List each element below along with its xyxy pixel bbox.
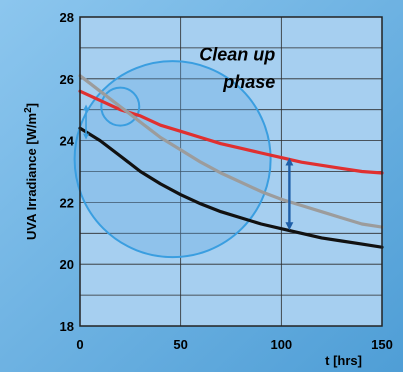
y-axis-label: UVA Irradiance [W/m2] [23, 103, 39, 240]
x-tick-label: 50 [173, 337, 187, 352]
plot-frame [79, 16, 383, 327]
x-tick-label: 0 [76, 337, 83, 352]
x-tick-label: 100 [270, 337, 292, 352]
y-tick-labels: 18 20 22 24 26 28 [60, 10, 75, 334]
y-axis-label-main: UVA Irradiance [W/m [24, 113, 39, 240]
series-lines [78, 74, 384, 249]
y-tick-label: 28 [60, 10, 74, 25]
annotation-clean-up: Clean up [199, 44, 275, 64]
y-axis-label-sup: 2 [23, 107, 34, 113]
annotation-phase: phase [222, 72, 275, 92]
x-axis-label: t [hrs] [325, 353, 362, 368]
y-axis-label-end: ] [24, 103, 39, 107]
highlight-circle-small [100, 86, 141, 127]
series-line-1 [78, 74, 384, 229]
y-tick-label: 24 [60, 134, 75, 149]
x-tick-labels: 0 50 100 150 [76, 337, 392, 352]
x-tick-label: 150 [371, 337, 393, 352]
y-tick-label: 18 [60, 319, 74, 334]
y-tick-label: 22 [60, 195, 74, 210]
series-line-2 [78, 126, 384, 249]
y-tick-label: 26 [60, 72, 74, 87]
y-tick-label: 20 [60, 257, 74, 272]
